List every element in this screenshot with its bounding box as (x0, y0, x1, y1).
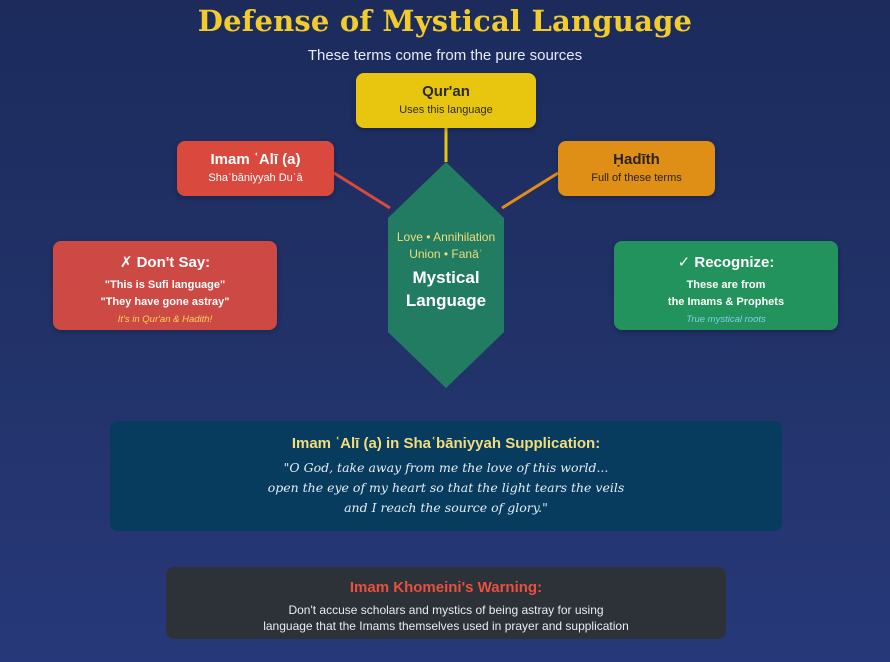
page-subtitle: These terms come from the pure sources (307, 47, 583, 64)
recognize-line1: These are from (686, 279, 766, 291)
quote-text: "O God, take away from me the love of th… (110, 458, 782, 518)
dont-say-note: It's in Qur'an & Hadith! (117, 314, 213, 325)
quote-line: "O God, take away from me the love of th… (283, 460, 609, 475)
quote-heading: Imam ʿAlī (a) in Shaʿbāniyyah Supplicati… (291, 435, 601, 452)
center-main2: Language (405, 291, 487, 310)
quote-line: and I reach the source of glory." (344, 500, 548, 515)
dont-say-line1: "This is Sufi language" (104, 279, 226, 291)
hadith-sub: Full of these terms (591, 172, 682, 184)
imam-ali-sub: Shaʿbāniyyah Duʿā (208, 172, 303, 184)
warning-line: Don't accuse scholars and mystics of bei… (288, 603, 604, 617)
page-title: Defense of Mystical Language (197, 4, 693, 38)
warning-text: Don't accuse scholars and mystics of bei… (166, 602, 726, 634)
quran-sub: Uses this language (399, 104, 493, 116)
center-label: Love • Annihilation Union • Fanāʾ Mystic… (388, 229, 504, 312)
center-line1: Love • Annihilation (396, 230, 496, 244)
quote-line: open the eye of my heart so that the lig… (267, 480, 625, 495)
center-hexagon (388, 162, 504, 388)
recognize-line2: the Imams & Prophets (667, 296, 785, 308)
warning-box: Imam Khomeini's Warning: Don't accuse sc… (166, 567, 726, 639)
dont-say-heading: ✗ Don't Say: (119, 254, 211, 271)
warning-heading: Imam Khomeini's Warning: (349, 579, 543, 596)
dont-say-box: ✗ Don't Say: "This is Sufi language" "Th… (53, 241, 277, 330)
connector-ali (333, 171, 391, 210)
connector-hadith (501, 171, 559, 210)
hadith-box: Ḥadīth Full of these terms (558, 141, 715, 196)
center-main1: Mystical (412, 268, 480, 287)
quran-box: Qur'an Uses this language (356, 73, 536, 128)
warning-line: language that the Imams themselves used … (263, 619, 629, 633)
recognize-note: True mystical roots (686, 314, 766, 325)
recognize-box: ✓ Recognize: These are from the Imams & … (614, 241, 838, 330)
recognize-heading: ✓ Recognize: (677, 254, 775, 271)
center-line2: Union • Fanāʾ (409, 247, 483, 261)
supplication-quote-box: Imam ʿAlī (a) in Shaʿbāniyyah Supplicati… (110, 421, 782, 531)
imam-ali-heading: Imam ʿAlī (a) (210, 151, 301, 168)
hadith-heading: Ḥadīth (613, 151, 660, 168)
imam-ali-box: Imam ʿAlī (a) Shaʿbāniyyah Duʿā (177, 141, 334, 196)
dont-say-line2: "They have gone astray" (100, 296, 230, 308)
quran-heading: Qur'an (422, 83, 470, 100)
